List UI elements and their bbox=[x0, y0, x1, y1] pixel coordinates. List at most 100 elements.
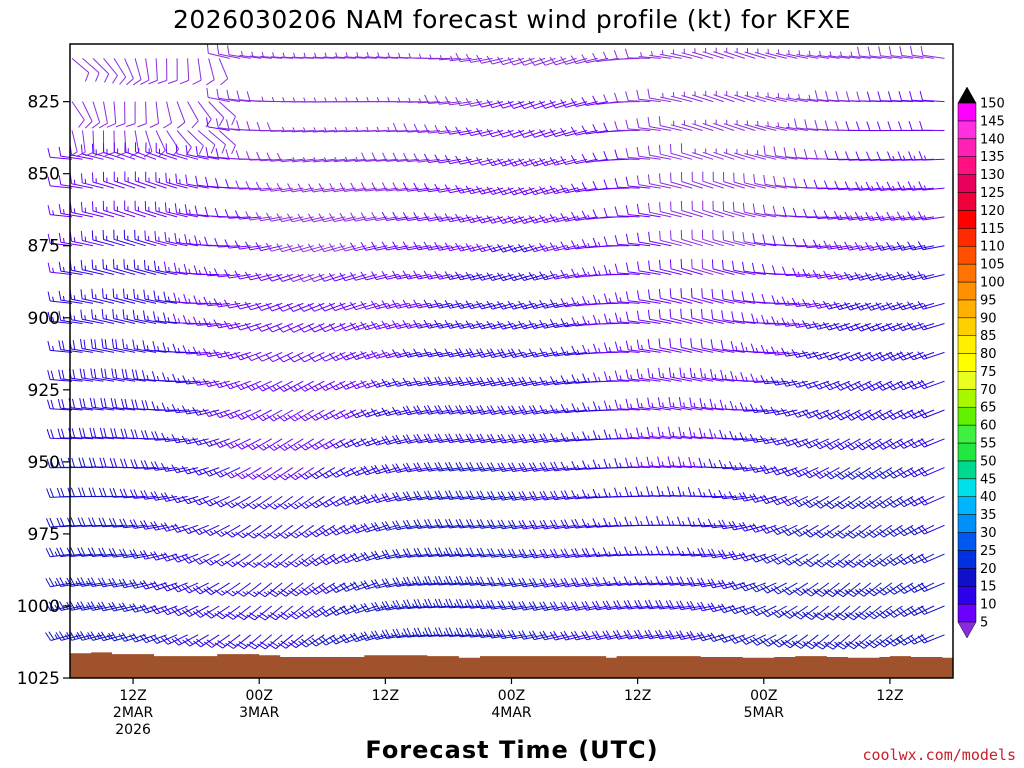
colorbar-swatch bbox=[957, 603, 977, 623]
wind-barb bbox=[134, 229, 157, 247]
wind-barb bbox=[202, 408, 230, 417]
wind-barb bbox=[896, 380, 924, 391]
wind-barb bbox=[234, 495, 262, 509]
wind-barb bbox=[413, 576, 440, 586]
wind-barb bbox=[286, 302, 314, 312]
wind-barb bbox=[875, 323, 903, 332]
wind-barb bbox=[655, 546, 682, 556]
wind-barb bbox=[224, 209, 251, 219]
colorbar-swatch bbox=[957, 442, 977, 462]
wind-barb bbox=[518, 300, 546, 310]
wind-barb bbox=[47, 205, 73, 218]
colorbar: 5 10 15 20 25 30 35 40 45 50 55 60 65 70 75 80 85 90 95 100… bbox=[957, 86, 1005, 639]
wind-barb bbox=[381, 241, 409, 251]
wind-barb bbox=[476, 547, 504, 558]
wind-barb bbox=[843, 323, 872, 332]
wind-barb bbox=[658, 116, 682, 131]
wind-barb bbox=[507, 129, 535, 138]
wind-barb bbox=[792, 553, 819, 567]
wind-barb bbox=[845, 553, 872, 568]
wind-barb bbox=[246, 634, 273, 650]
wind-barb bbox=[423, 299, 451, 309]
wind-barb bbox=[91, 288, 115, 304]
wind-barb bbox=[281, 52, 304, 59]
wind-barb bbox=[256, 605, 283, 621]
wind-barb bbox=[917, 553, 945, 564]
colorbar-swatch bbox=[957, 245, 977, 265]
wind-barb bbox=[581, 54, 609, 64]
wind-barb bbox=[581, 577, 609, 587]
wind-barb bbox=[318, 409, 346, 421]
wind-barb bbox=[101, 338, 125, 353]
wind-barb bbox=[185, 174, 209, 189]
wind-barb bbox=[866, 151, 892, 161]
wind-barb bbox=[267, 605, 294, 621]
wind-barb bbox=[712, 171, 735, 189]
wind-barb bbox=[202, 378, 230, 388]
wind-barb bbox=[78, 427, 104, 440]
wind-barb bbox=[486, 462, 514, 472]
wind-barb bbox=[176, 101, 186, 129]
wind-barb bbox=[386, 126, 409, 133]
wind-barb bbox=[287, 524, 315, 539]
wind-barb bbox=[749, 493, 777, 503]
wind-barb bbox=[792, 267, 819, 278]
wind-barb bbox=[266, 122, 293, 132]
colorbar-swatch bbox=[957, 228, 977, 247]
wind-barb bbox=[658, 309, 682, 324]
wind-barb bbox=[822, 351, 851, 361]
wind-barb bbox=[413, 182, 440, 192]
wind-barb bbox=[689, 367, 714, 382]
wind-barb bbox=[151, 431, 178, 441]
wind-barb bbox=[781, 605, 809, 619]
wind-barb bbox=[570, 155, 598, 165]
wind-barb bbox=[103, 171, 125, 189]
wind-barb bbox=[658, 367, 682, 382]
wind-barb bbox=[413, 212, 440, 222]
wind-barb bbox=[256, 553, 283, 569]
wind-barb bbox=[371, 630, 399, 640]
wind-barb bbox=[108, 547, 136, 558]
wind-barb bbox=[855, 553, 882, 568]
wind-barb bbox=[549, 128, 577, 138]
wind-barb bbox=[603, 293, 630, 304]
wind-barb bbox=[266, 438, 294, 451]
colorbar-swatch bbox=[957, 210, 977, 229]
wind-barb bbox=[318, 213, 346, 223]
wind-barb bbox=[216, 44, 241, 59]
wind-barb bbox=[308, 380, 336, 392]
wind-barb bbox=[702, 90, 724, 103]
colorbar-label: 35 bbox=[980, 508, 997, 523]
wind-barb bbox=[702, 200, 724, 218]
wind-barb bbox=[113, 171, 136, 189]
wind-barb bbox=[239, 51, 262, 59]
wind-barb bbox=[287, 183, 314, 193]
wind-barb bbox=[855, 151, 882, 161]
wind-barb bbox=[208, 130, 226, 154]
wind-barb bbox=[90, 338, 115, 353]
wind-barb bbox=[392, 349, 420, 358]
wind-barb bbox=[139, 520, 167, 530]
wind-barb bbox=[174, 203, 199, 218]
wind-barb bbox=[907, 467, 935, 478]
wind-barb bbox=[759, 435, 787, 445]
wind-barb bbox=[192, 553, 220, 565]
wind-barb bbox=[528, 272, 556, 281]
wind-barb bbox=[497, 376, 525, 387]
wind-barb bbox=[246, 91, 272, 103]
wind-barb bbox=[528, 490, 556, 501]
wind-barb bbox=[144, 200, 167, 218]
wind-barb bbox=[866, 605, 893, 620]
wind-barb bbox=[155, 142, 178, 160]
wind-barb bbox=[88, 517, 115, 527]
wind-barb bbox=[812, 239, 840, 249]
wind-barb bbox=[223, 380, 251, 390]
wind-barbs bbox=[45, 43, 945, 650]
wind-barb bbox=[402, 491, 430, 501]
wind-barb bbox=[560, 375, 588, 385]
wind-barb bbox=[560, 346, 588, 356]
wind-barb bbox=[119, 518, 146, 529]
wind-barb bbox=[518, 320, 546, 330]
wind-barb bbox=[771, 634, 798, 648]
wind-barb bbox=[896, 351, 924, 361]
